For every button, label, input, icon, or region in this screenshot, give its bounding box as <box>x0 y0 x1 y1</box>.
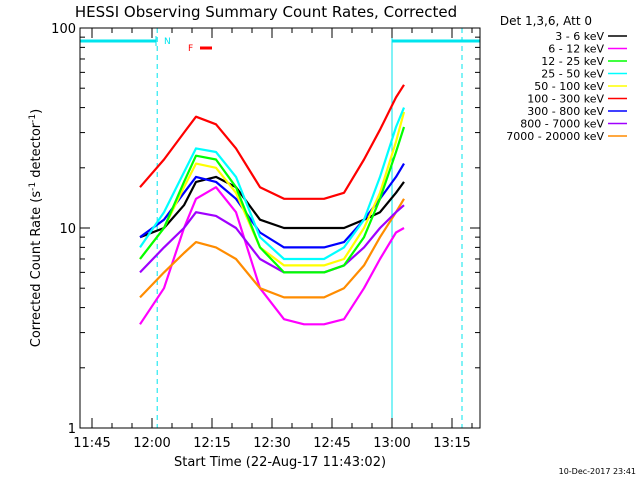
legend-header: Det 1,3,6, Att 0 <box>500 14 592 28</box>
y-axis-label-part: ) <box>29 109 44 114</box>
x-axis: 11:45 12:00 12:15 12:30 12:45 13:00 13:15 <box>73 28 473 451</box>
y-axis-label: Corrected Count Rate (s-1 detector-1) <box>28 109 44 347</box>
y-axis-label-sup: -1 <box>28 182 38 191</box>
footer-date: 10-Dec-2017 23:41 <box>559 467 636 476</box>
y-axis-label-sup: -1 <box>28 114 38 123</box>
legend-label: 100 - 300 keV <box>527 93 604 106</box>
y-tick-label: 100 <box>51 22 76 37</box>
observing-bar-label: N <box>164 37 171 47</box>
y-axis: 1 10 100 <box>51 22 480 437</box>
x-tick-label: 12:30 <box>253 436 290 451</box>
legend-label: 3 - 6 keV <box>555 30 604 43</box>
flare-marker-label: F <box>188 44 193 54</box>
legend-label: 6 - 12 keV <box>548 43 604 56</box>
x-tick-label: 12:45 <box>313 436 350 451</box>
series-line <box>139 111 406 267</box>
legend-label: 300 - 800 keV <box>527 105 604 118</box>
y-tick-label: 1 <box>68 422 76 437</box>
legend-label: 12 - 25 keV <box>541 55 604 68</box>
y-tick-label: 10 <box>59 222 76 237</box>
plot-area: NF <box>79 28 481 428</box>
chart-title: HESSI Observing Summary Count Rates, Cor… <box>75 3 457 21</box>
series-line <box>139 126 406 274</box>
x-tick-label: 12:00 <box>133 436 170 451</box>
legend-label: 25 - 50 keV <box>541 68 604 81</box>
series-line <box>139 198 405 299</box>
series-line <box>139 186 405 326</box>
legend-label: 800 - 7000 keV <box>520 118 604 131</box>
x-tick-label: 13:15 <box>433 436 470 451</box>
x-tick-label: 12:15 <box>193 436 230 451</box>
x-axis-label: Start Time (22-Aug-17 11:43:02) <box>174 455 386 470</box>
series-line <box>139 175 405 239</box>
x-tick-label: 11:45 <box>73 436 110 451</box>
plot-frame <box>79 27 481 429</box>
legend-label: 50 - 100 keV <box>534 80 604 93</box>
legend-label: 7000 - 20000 keV <box>506 130 604 143</box>
x-tick-label: 13:00 <box>373 436 410 451</box>
series-line <box>139 107 406 261</box>
series-line <box>139 84 405 200</box>
y-axis-label-part: detector <box>29 122 44 182</box>
y-axis-label-part: Corrected Count Rate (s <box>29 191 44 348</box>
